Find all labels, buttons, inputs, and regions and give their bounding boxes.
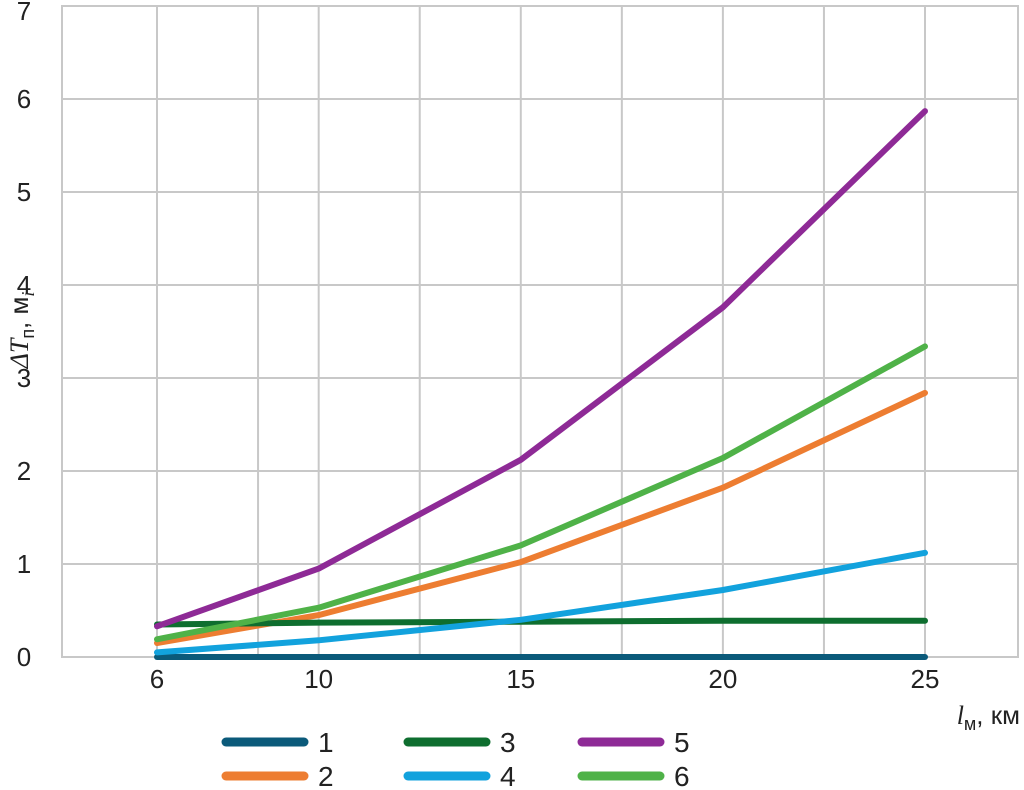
legend-item-4: 4 bbox=[403, 761, 516, 790]
x-tick-label: 15 bbox=[506, 664, 535, 694]
legend-label: 1 bbox=[318, 727, 334, 758]
y-tick-label: 1 bbox=[17, 549, 31, 579]
y-tick-label: 2 bbox=[17, 456, 31, 486]
legend-label: 6 bbox=[674, 761, 690, 790]
legend-item-6: 6 bbox=[577, 761, 690, 790]
y-axis-title: ΔTп, мi bbox=[4, 292, 38, 370]
y-tick-labels: 0 1 2 3 4 5 6 7 bbox=[17, 0, 31, 672]
series-layer bbox=[154, 108, 928, 660]
legend-item-5: 5 bbox=[577, 727, 690, 758]
x-tick-label: 25 bbox=[911, 664, 940, 694]
legend-label: 2 bbox=[318, 761, 334, 790]
y-tick-label: 6 bbox=[17, 84, 31, 114]
y-tick-label: 7 bbox=[17, 0, 31, 26]
y-tick-label: 3 bbox=[17, 363, 31, 393]
legend-item-1: 1 bbox=[221, 727, 334, 758]
legend: 1 3 5 2 4 6 bbox=[221, 727, 690, 790]
series-line-6 bbox=[154, 343, 928, 643]
legend-label: 4 bbox=[500, 761, 516, 790]
x-tick-label: 6 bbox=[150, 664, 164, 694]
x-tick-label: 10 bbox=[304, 664, 333, 694]
legend-label: 5 bbox=[674, 727, 690, 758]
series-line-5 bbox=[154, 108, 928, 630]
x-axis-title: lм, км bbox=[957, 700, 1020, 734]
series-line-2 bbox=[154, 389, 928, 646]
y-tick-label: 4 bbox=[17, 270, 31, 300]
legend-label: 3 bbox=[500, 727, 516, 758]
y-tick-label: 5 bbox=[17, 177, 31, 207]
series-line-3 bbox=[154, 617, 928, 628]
x-tick-label: 20 bbox=[708, 664, 737, 694]
x-tick-labels: 6 10 15 20 25 bbox=[150, 664, 940, 694]
legend-item-2: 2 bbox=[221, 761, 334, 790]
y-tick-label: 0 bbox=[17, 642, 31, 672]
series-line-4 bbox=[154, 549, 928, 656]
legend-item-3: 3 bbox=[403, 727, 516, 758]
